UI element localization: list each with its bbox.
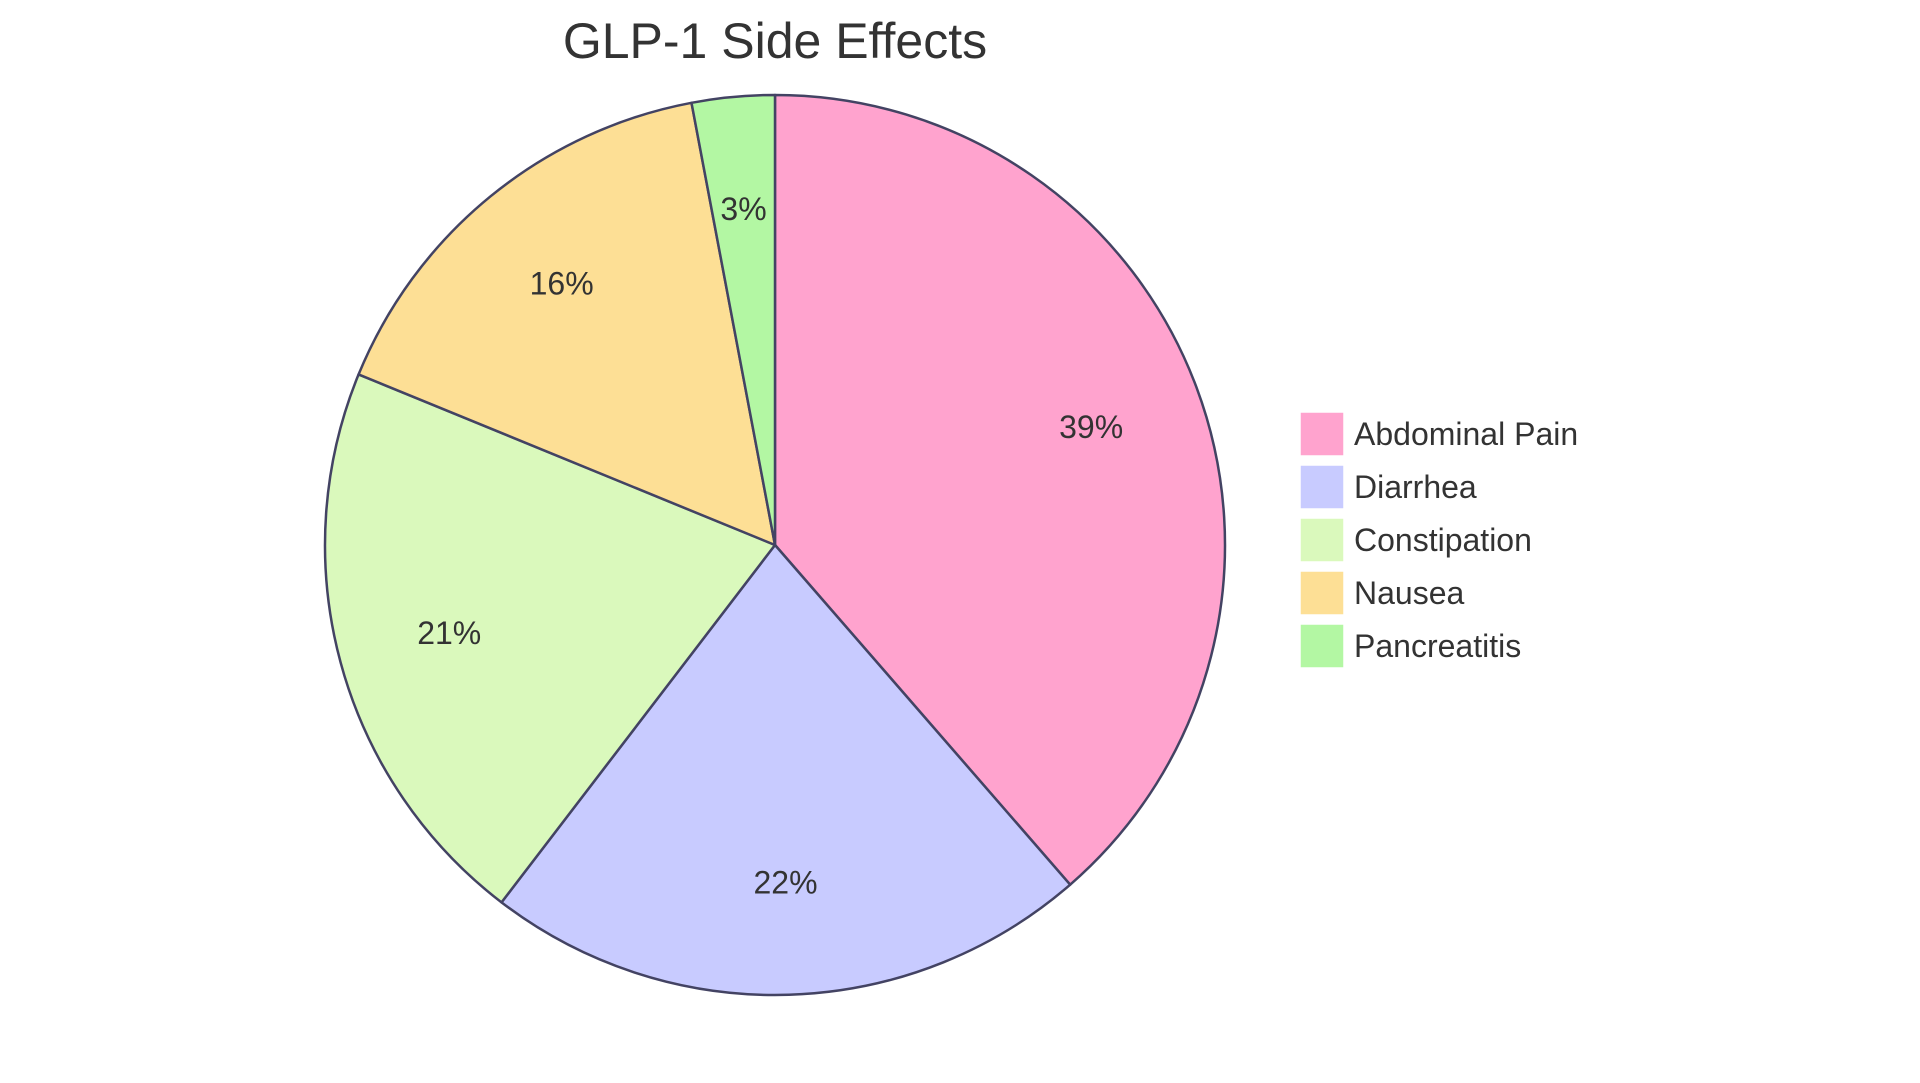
legend: Abdominal Pain Diarrhea Constipation Nausea… <box>1299 411 1578 669</box>
slice-percent-label: 22% <box>753 864 817 900</box>
legend-label: Constipation <box>1354 522 1532 558</box>
pie-slice-constipation <box>323 373 777 904</box>
pie-slice-diarrhea <box>500 543 1072 997</box>
legend-swatch <box>1299 411 1345 457</box>
slice-percent-label: 39% <box>1059 409 1123 445</box>
slice-percent-label: 21% <box>417 615 481 651</box>
legend-label: Abdominal Pain <box>1354 416 1578 452</box>
legend-label: Diarrhea <box>1354 469 1477 505</box>
chart-title: GLP-1 Side Effects <box>563 13 987 69</box>
slice-percent-label: 3% <box>720 191 766 227</box>
pie-slice-labels: 39% 22% 21% 16% 3% <box>417 191 1123 900</box>
legend-label: Nausea <box>1354 575 1465 611</box>
pie-slice-abdominal-pain <box>773 93 1227 886</box>
legend-swatch <box>1299 517 1345 563</box>
pie-slice-pancreatitis <box>690 93 777 547</box>
legend-label: Pancreatitis <box>1354 628 1521 664</box>
slice-percent-label: 16% <box>530 265 594 301</box>
pie-slice-nausea <box>357 101 777 547</box>
legend-swatch <box>1299 623 1345 669</box>
legend-swatch <box>1299 570 1345 616</box>
legend-swatch <box>1299 464 1345 510</box>
pie-slices <box>323 93 1227 997</box>
